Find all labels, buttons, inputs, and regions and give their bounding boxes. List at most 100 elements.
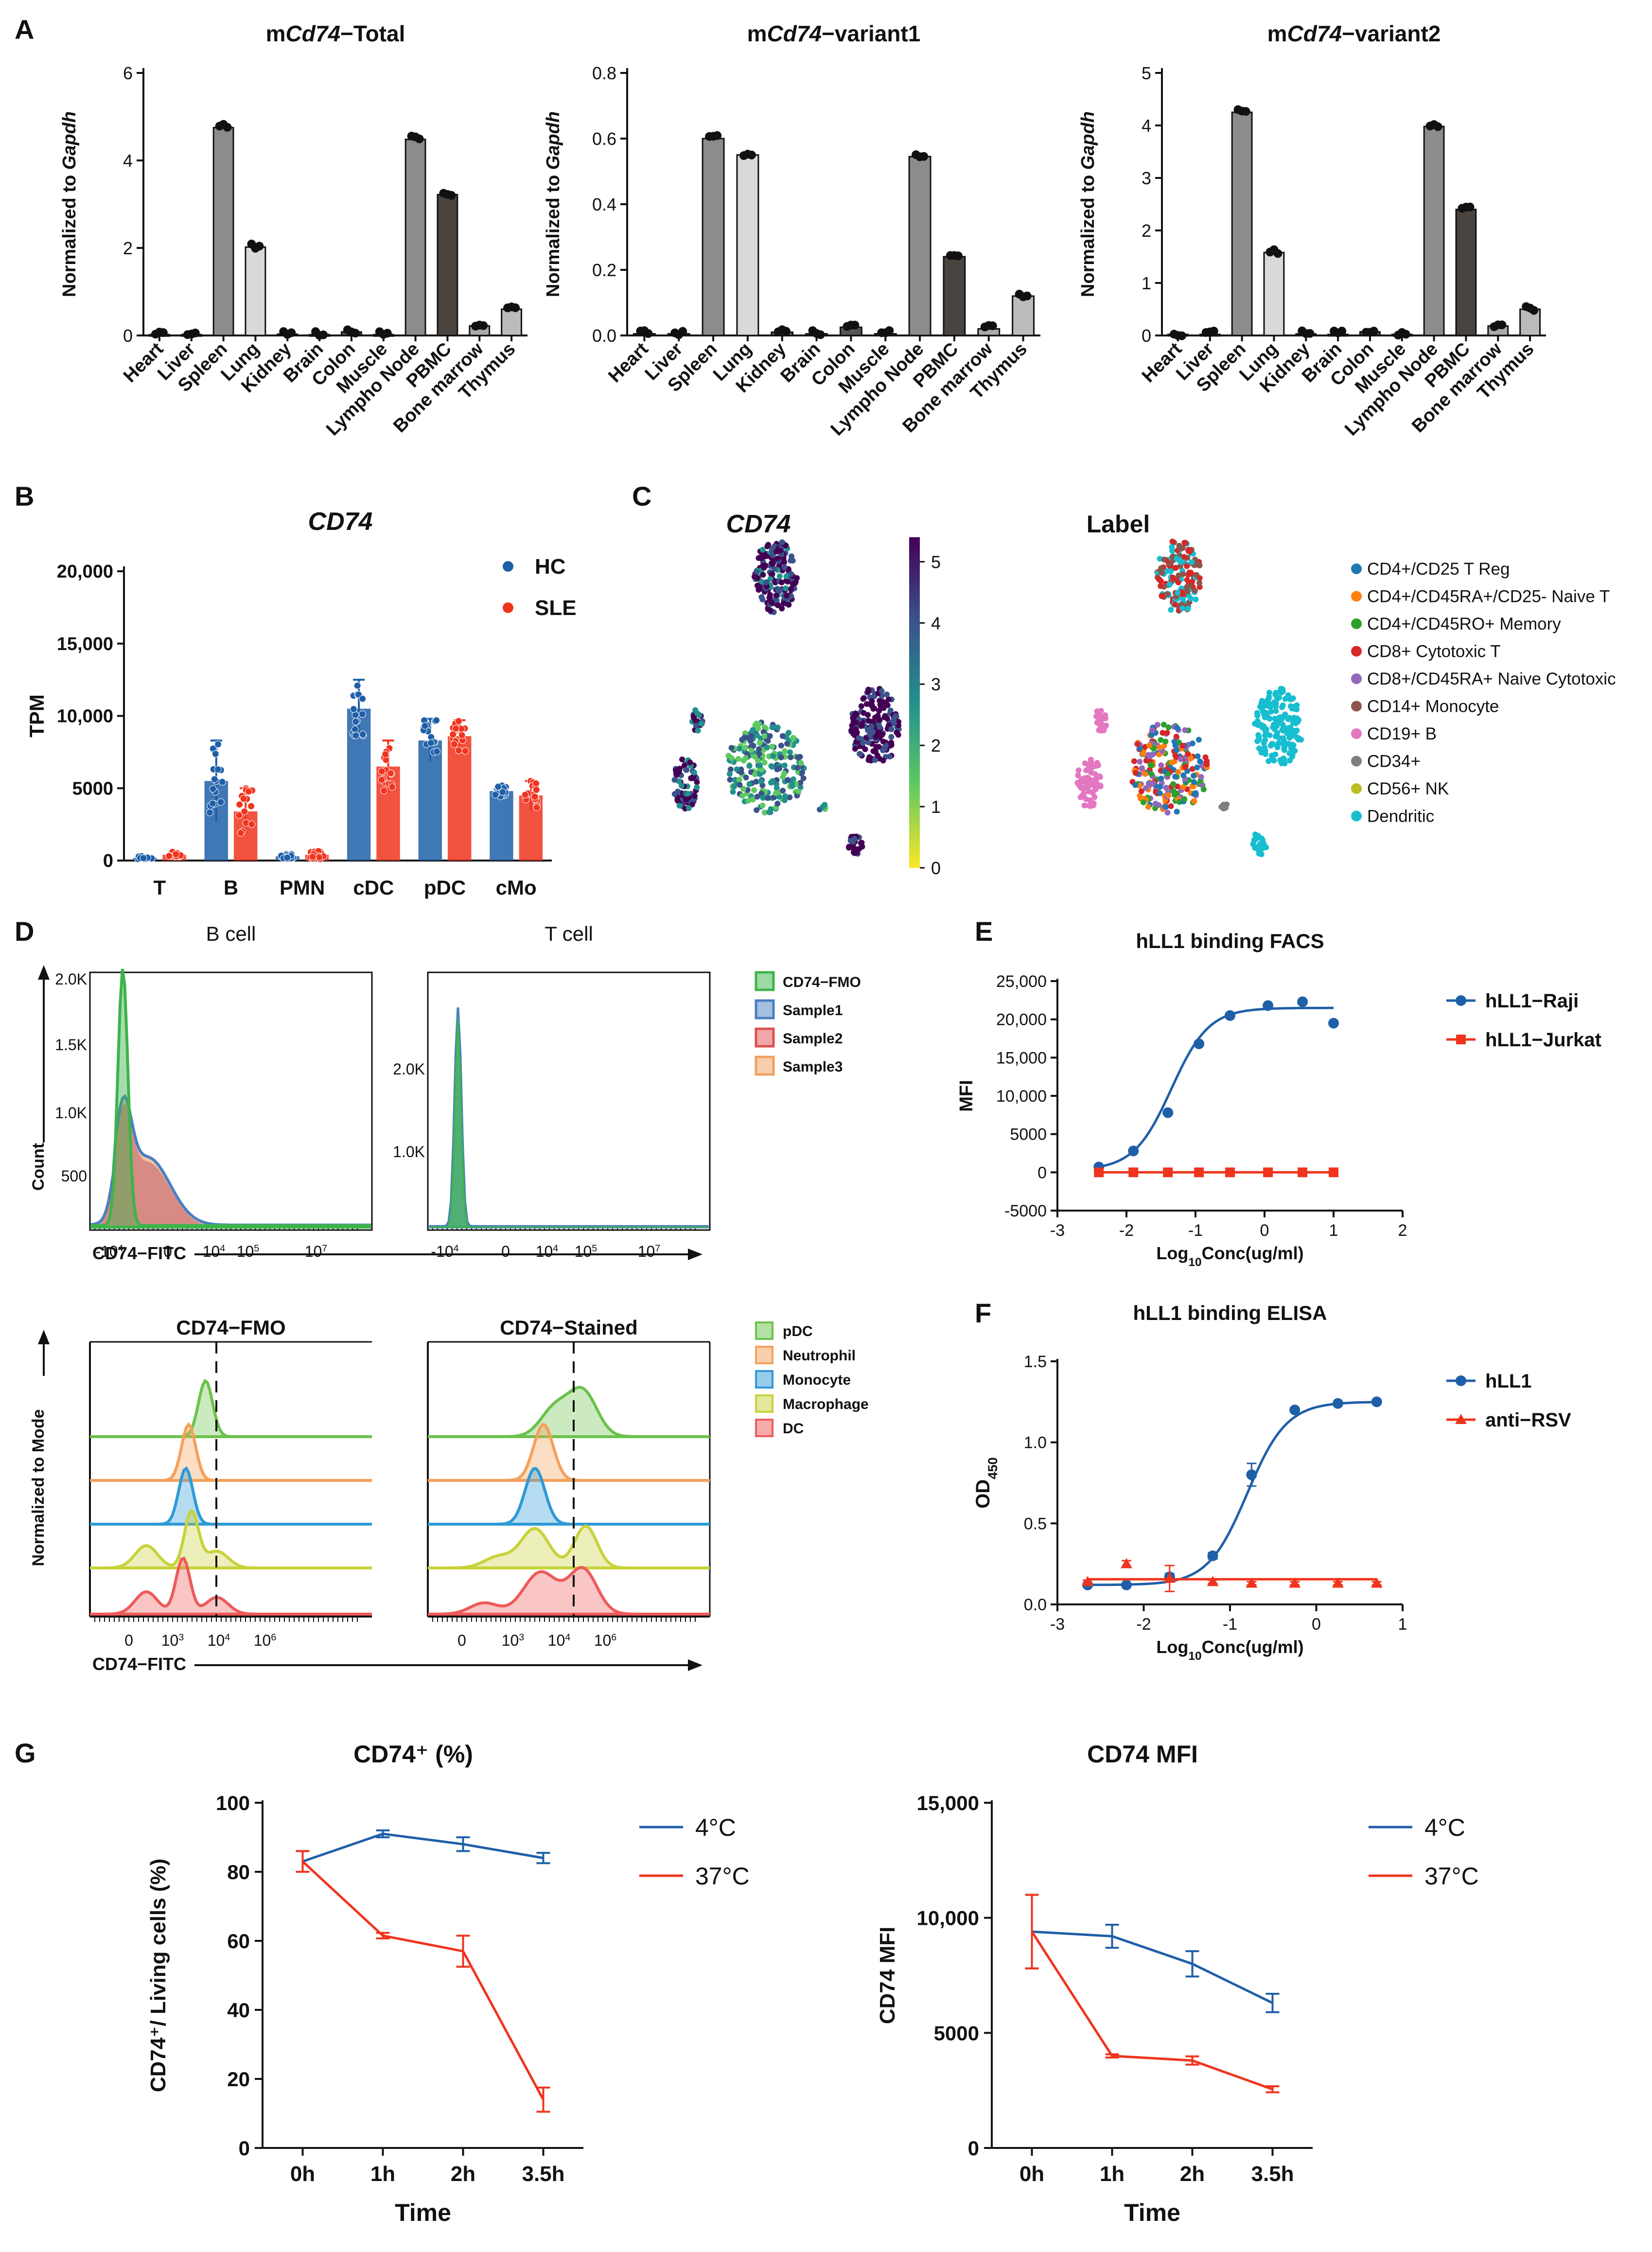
data-point [245,788,252,795]
scatter-point [795,789,802,795]
scatter-point [881,714,888,721]
data-point [1289,1405,1301,1415]
scatter-point [1175,590,1181,596]
scatter-point [1177,756,1184,762]
y-tick-label: 0.4 [592,194,616,214]
scatter-point [1159,570,1165,576]
data-point [1022,291,1032,300]
legend-label: CD4+/CD45RO+ Memory [1367,615,1561,633]
x-tick-label: cDC [353,876,394,899]
legend-label: pDC [783,1323,813,1339]
y-tick-label: 60 [227,1930,250,1953]
y-tick-label: 20,000 [57,562,113,582]
histogram-fmo [430,1018,707,1228]
text-part: 10 [203,1243,220,1260]
scatter-point [743,774,749,781]
scatter-point [1175,769,1181,775]
scatter-point [1182,727,1188,733]
legend-label: Sample2 [783,1031,843,1047]
scatter-point [766,595,773,601]
chart-title: CD74 [308,508,373,536]
text-part: −variant2 [1342,21,1441,46]
scatter-point [780,558,786,564]
scatter-point [1257,704,1264,710]
scatter-point [1264,702,1270,708]
text-part: m [266,21,286,46]
scatter-point [869,698,875,704]
chart-C: CD74 Label 0 1 2 3 4 5 CD4+/CD25 T Reg CD4+/CD45R… [671,510,1616,878]
data-point [449,731,457,739]
data-point [747,150,756,159]
scatter-point [877,724,883,730]
x-tick-label: 1 [1398,1615,1407,1634]
legend-label: CD4+/CD25 T Reg [1367,560,1510,579]
scatter-point [882,700,889,706]
scatter-point [781,564,788,570]
histogram-monocyte [90,1466,372,1526]
scatter-point [876,707,882,714]
y-tick-label: 0 [239,2137,250,2160]
scatter-point [1180,784,1186,791]
data-point [352,732,360,739]
scatter-point [775,602,781,608]
scatter-point [1132,770,1139,776]
legend-marker [755,1027,775,1048]
data-point [415,134,424,143]
scatter-point [891,716,897,722]
scatter-point [1090,789,1096,795]
x-tick-label: -1 [1223,1615,1237,1634]
scatter-point [1268,708,1274,715]
scatter-point [1262,714,1268,721]
text-part: 10 [161,1632,179,1649]
scatter-point [1193,596,1199,602]
scatter-point [685,805,692,811]
data-point [1263,1000,1274,1011]
scatter-point [761,564,767,571]
scatter-point [1277,719,1283,725]
legend-marker [1351,646,1362,657]
legend-label: Macrophage [783,1396,869,1412]
data-point [1297,996,1308,1007]
scatter-point [1174,556,1180,562]
scatter-point [1294,702,1300,708]
scatter-point [769,599,775,606]
bar [702,138,725,336]
scatter-point [691,792,698,799]
data-point [511,303,520,313]
scatter-point [728,755,735,761]
legend-label: CD34+ [1367,752,1421,771]
scatter-point [1161,768,1168,774]
y-tick-label: 2.0K [55,970,87,988]
text-part: 4 [454,1243,459,1254]
panel-label-B: B [15,481,34,511]
text-part: -10 [95,1243,118,1260]
scatter-point [1137,745,1143,752]
scatter-point [1082,760,1088,766]
histogram-fmo [91,968,371,1229]
chart-title: mCd74−variant2 [1267,21,1441,46]
scatter-point [750,742,756,749]
data-point [713,131,722,140]
scatter-point [1087,803,1093,809]
scatter-point [1166,581,1173,588]
bar [245,246,266,336]
scatter-point [758,579,765,585]
x-tick-label: 1 [1329,1221,1338,1240]
histogram-dc [90,1556,372,1616]
scatter-point [1188,569,1194,576]
scatter-point [758,778,764,785]
scatter-point [888,742,895,748]
y-tick-label: 2 [1142,221,1151,241]
data-point [240,795,247,803]
scatter-point [1195,753,1201,759]
data-point [521,791,529,799]
histogram-monocyte [428,1467,710,1526]
data-point [255,242,264,251]
scatter-point [1196,580,1203,586]
scatter-point [1163,804,1169,810]
text-part: 3 [519,1632,524,1643]
scatter-point [858,703,864,709]
scatter-point [684,791,690,797]
data-point [353,682,361,689]
